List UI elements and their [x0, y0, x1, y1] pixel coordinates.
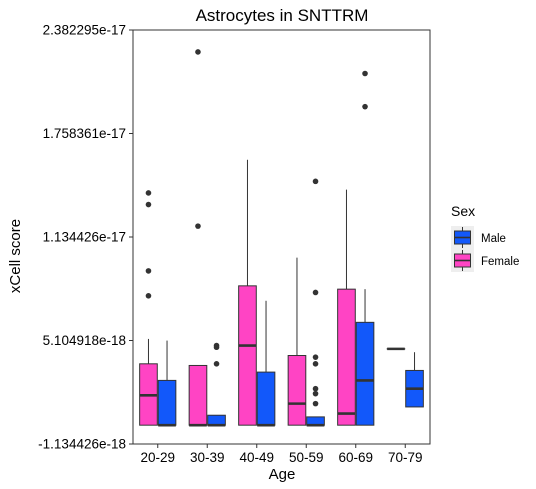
outlier-point	[213, 361, 220, 367]
outlier-point	[312, 289, 319, 296]
outlier-point	[312, 390, 319, 397]
x-tick-label: 40-49	[239, 450, 274, 465]
outlier-point	[312, 354, 319, 360]
box-female-60-69	[337, 189, 356, 426]
box-iqr	[207, 414, 226, 426]
outlier-point	[312, 400, 319, 407]
box-iqr	[157, 379, 177, 426]
box-male-40-49	[256, 300, 276, 427]
box-female-40-49	[238, 159, 257, 426]
chart-title: Astrocytes in SNTTRM	[196, 6, 369, 25]
x-tick-label: 50-59	[289, 450, 324, 465]
box-female-50-59	[287, 257, 307, 426]
outlier-point	[312, 178, 319, 185]
outlier-point	[145, 190, 152, 196]
box-iqr	[355, 321, 375, 426]
outlier-point	[362, 70, 368, 77]
outlier-point	[145, 292, 152, 299]
x-tick-label: 30-39	[190, 450, 225, 465]
y-tick-label: -1.134426e-18	[38, 437, 126, 452]
legend-label: Male	[481, 233, 506, 245]
outlier-point	[195, 49, 201, 55]
x-axis: 20-29 30-39 40-49 50-59 60-69 70-79	[140, 444, 423, 465]
y-tick-label: 2.382295e-17	[43, 23, 126, 38]
box-iqr	[337, 288, 356, 426]
box-iqr	[238, 285, 257, 426]
box-male-70-79	[405, 352, 424, 408]
y-tick-label: 5.104918e-18	[43, 333, 126, 348]
box-iqr	[256, 371, 276, 426]
y-tick-label: 1.758361e-17	[43, 126, 126, 141]
y-axis: -1.134426e-18 5.104918e-18 1.134426e-17 1.7…	[38, 23, 133, 452]
outlier-point	[312, 361, 319, 367]
box-male-20-29	[157, 340, 177, 427]
outlier-point	[362, 103, 368, 110]
x-axis-title: Age	[269, 466, 296, 483]
x-tick-label: 70-79	[388, 450, 423, 465]
y-axis-title: xCell score	[7, 219, 24, 293]
box-male-60-69	[355, 70, 375, 426]
outlier-point	[145, 201, 152, 208]
x-tick-label: 60-69	[338, 450, 373, 465]
legend-title: Sex	[451, 203, 475, 219]
outlier-point	[195, 223, 201, 229]
legend: Sex Male Female	[451, 203, 519, 272]
outlier-point	[145, 268, 152, 274]
legend-label: Female	[481, 256, 519, 268]
box-male-30-39	[207, 342, 226, 427]
outlier-point	[213, 344, 220, 351]
box-female-30-39	[188, 49, 208, 427]
x-tick-label: 20-29	[140, 450, 175, 465]
box-female-20-29	[139, 190, 158, 426]
box-male-50-59	[306, 178, 325, 427]
box-iqr	[188, 364, 208, 426]
y-tick-label: 1.134426e-17	[43, 230, 126, 245]
box-layer	[139, 49, 424, 427]
outlier-point	[312, 385, 319, 392]
plot-panel	[132, 29, 431, 445]
box-iqr	[287, 355, 307, 426]
